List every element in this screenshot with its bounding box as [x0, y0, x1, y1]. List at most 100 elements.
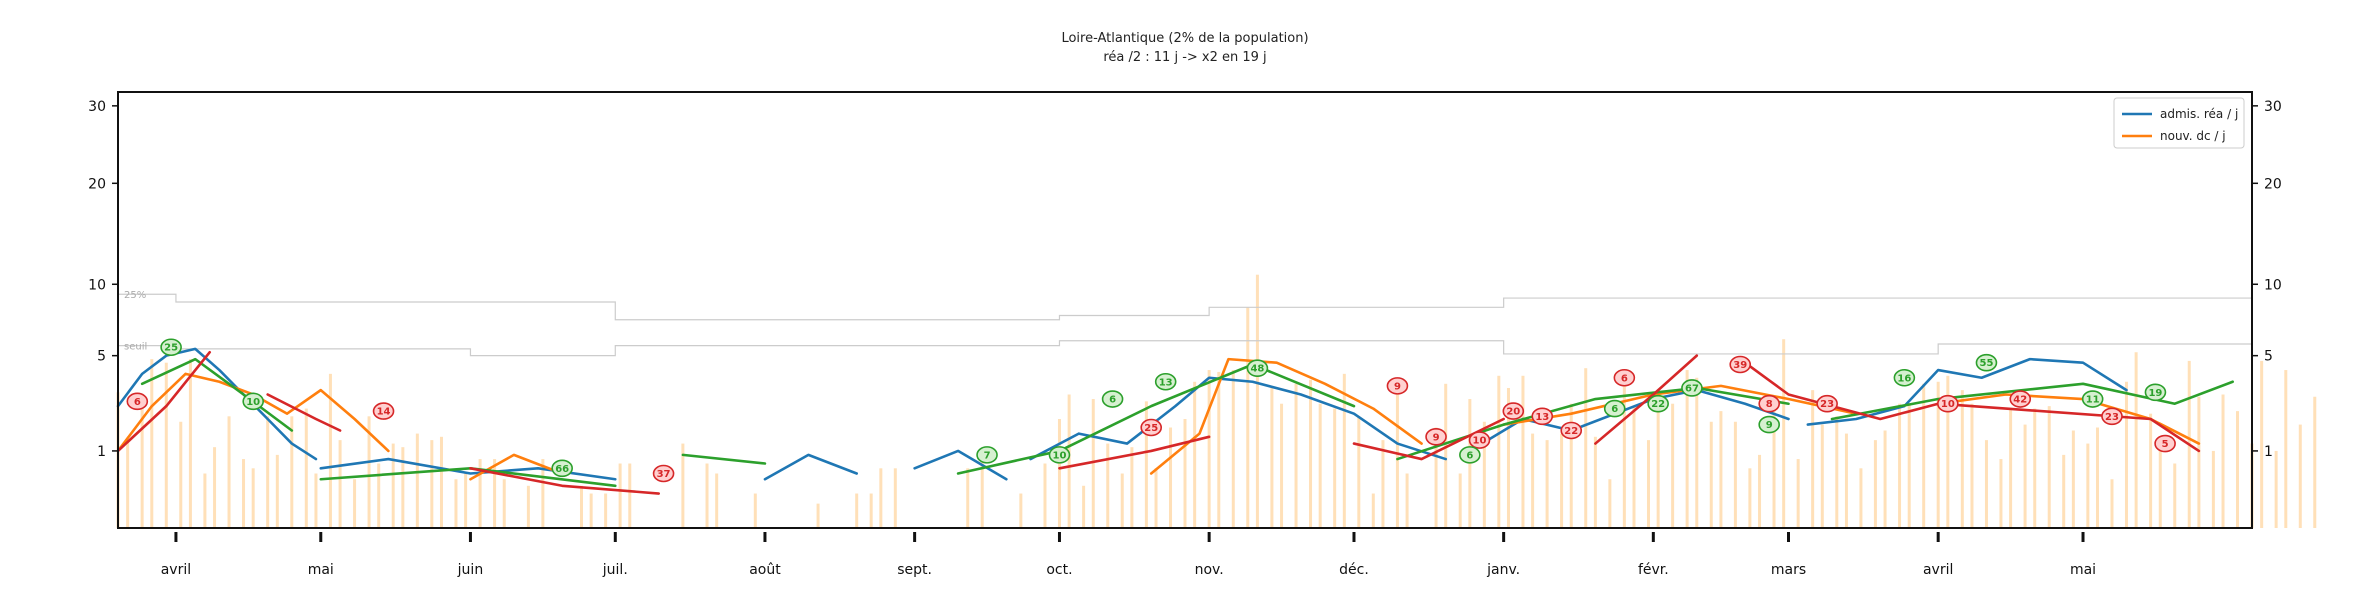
x-tick-label: sept.: [897, 562, 932, 578]
annotation-badge: [652, 464, 675, 483]
reference-lines: 25% seuil: [118, 290, 2253, 357]
background-bar: [2110, 479, 2114, 528]
background-bar: [367, 416, 371, 528]
legend: admis. réa / j nouv. dc / j: [2113, 97, 2245, 149]
background-bar: [1608, 479, 1612, 528]
annotation-label: 6: [134, 397, 141, 408]
background-bar: [1922, 383, 1926, 528]
y-axis-right: 1 5 10 20 30: [2252, 99, 2282, 460]
x-tick-label: avril: [161, 562, 191, 578]
background-bar: [2062, 454, 2066, 528]
background-bar: [1560, 433, 1564, 528]
background-bar: [1859, 468, 1863, 528]
background-bar: [2047, 406, 2051, 528]
background-bar: [869, 493, 873, 528]
series-line: [469, 453, 564, 481]
background-bar: [1970, 403, 1974, 528]
annotation-label: 9: [1433, 432, 1440, 443]
x-tick-label: mars: [1771, 562, 1806, 578]
background-bar: [966, 468, 970, 528]
background-bar: [589, 493, 593, 528]
background-bar: [753, 493, 757, 528]
annotation-badge: [1502, 402, 1525, 420]
background-bars: [116, 274, 2317, 528]
annotation-label: 22: [1564, 426, 1578, 437]
background-bar: [705, 463, 709, 528]
background-bar: [391, 443, 395, 528]
annotation-badge: [551, 459, 573, 478]
background-bar: [1646, 440, 1650, 528]
background-bar: [1907, 403, 1911, 528]
y-tick-label: 1: [97, 444, 106, 460]
background-bar: [493, 459, 497, 528]
background-bar: [266, 416, 270, 528]
y-tick-label: 30: [88, 99, 106, 115]
background-bar: [454, 479, 458, 528]
background-bar: [681, 443, 685, 528]
background-bar: [1709, 421, 1713, 528]
background-bar: [2313, 396, 2317, 528]
annotation-label: 14: [377, 407, 391, 418]
reference-line-label: 25%: [124, 290, 146, 301]
background-bar: [1019, 493, 1023, 528]
background-bar: [1719, 411, 1723, 528]
annotation-badge: [1468, 431, 1491, 449]
background-bar: [1294, 383, 1298, 528]
background-bar: [1569, 403, 1573, 528]
background-bar: [1309, 379, 1313, 528]
background-bar: [2009, 408, 2013, 528]
background-bar: [1130, 447, 1134, 528]
annotation-label: 19: [2148, 388, 2162, 399]
x-tick-label: févr.: [1638, 562, 1669, 578]
background-bar: [1898, 403, 1902, 528]
x-tick-label: mai: [2070, 562, 2096, 578]
background-bar: [251, 468, 255, 528]
background-bar: [1183, 419, 1187, 528]
reference-line: [118, 340, 2253, 357]
annotation-label: 11: [2086, 395, 2100, 406]
background-bar: [1371, 493, 1375, 528]
background-bar: [164, 362, 168, 528]
background-bar: [1758, 454, 1762, 528]
background-bar: [1782, 339, 1786, 528]
annotation-badge: [1758, 394, 1780, 413]
y-tick-label: 5: [2264, 349, 2273, 365]
y-tick-label: 20: [88, 176, 106, 192]
annotation-badge: [1758, 415, 1780, 434]
background-bar: [126, 440, 130, 528]
annotation-badge: [1101, 390, 1124, 408]
background-bar: [1246, 307, 1250, 528]
y-tick-label: 10: [88, 277, 106, 293]
x-tick-label: janv.: [1486, 562, 1520, 578]
background-bar: [213, 447, 217, 528]
annotation-label: 25: [1144, 423, 1158, 434]
background-bar: [1772, 403, 1776, 528]
background-bar: [1381, 440, 1385, 528]
annotation-label: 20: [1506, 407, 1520, 418]
annotation-label: 8: [1766, 399, 1773, 410]
background-bar: [2033, 408, 2037, 528]
annotation-badge: [1459, 446, 1481, 464]
annotation-label: 66: [555, 464, 569, 475]
background-bar: [541, 459, 545, 528]
annotation-label: 23: [2105, 412, 2119, 423]
background-bar: [1091, 399, 1095, 528]
series-line: [1029, 376, 1448, 461]
annotation-label: 13: [1159, 377, 1173, 388]
background-bar: [1844, 433, 1848, 528]
annotation-label: 7: [984, 450, 991, 461]
background-bar: [1120, 473, 1124, 528]
x-tick-label: août: [749, 562, 781, 578]
background-bar: [816, 503, 820, 528]
background-bar: [2221, 394, 2225, 528]
annotation-label: 25: [164, 343, 178, 354]
background-bar: [1999, 459, 2003, 528]
background-bar: [2274, 450, 2278, 528]
background-bar: [2284, 370, 2288, 528]
background-bar: [1482, 421, 1486, 528]
background-bar: [1217, 371, 1221, 528]
x-tick-label: déc.: [1339, 562, 1369, 578]
background-bar: [377, 463, 381, 528]
